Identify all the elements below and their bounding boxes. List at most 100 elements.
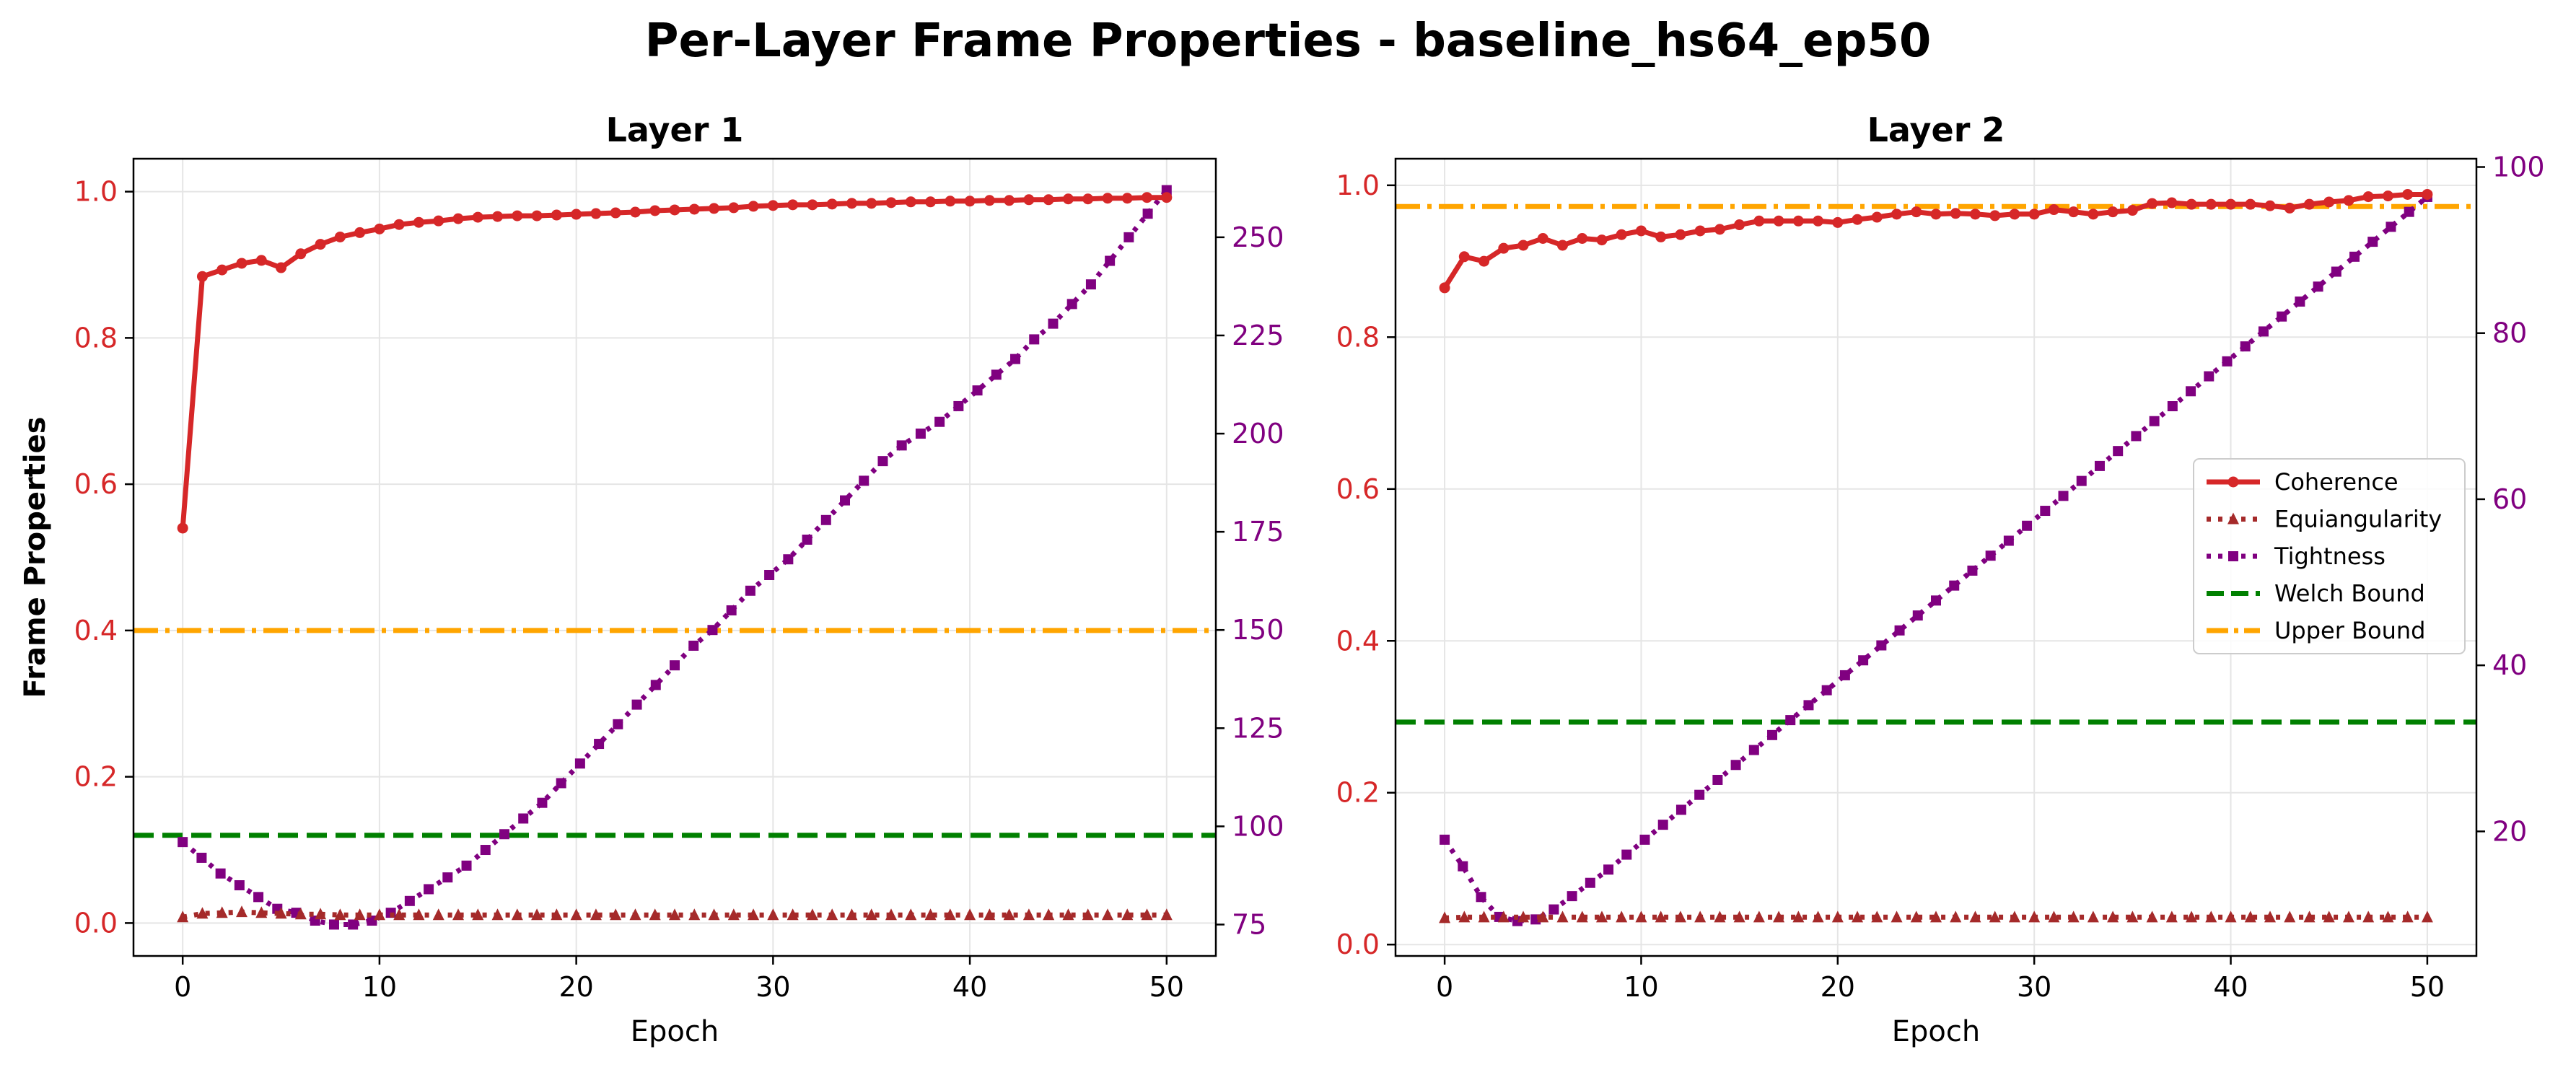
tightness-point [594, 739, 605, 750]
equiangularity-point [1062, 908, 1074, 921]
tightness-point [404, 895, 415, 906]
coherence-point [1930, 209, 1942, 220]
coherence-point [1161, 192, 1173, 203]
tightness-point [1105, 255, 1116, 266]
coherence-point [807, 199, 818, 211]
tightness-point [688, 640, 699, 651]
tightness-point [2131, 431, 2142, 442]
tightness-point [859, 475, 869, 486]
tightness-point [556, 778, 566, 789]
legend-swatch-equiangularity [2207, 512, 2260, 525]
coherence-point [1911, 206, 1922, 218]
y2-tick-label: 80 [2492, 317, 2527, 349]
y2-tick-label: 250 [1232, 221, 1284, 253]
y-tick-label: 0.6 [1336, 473, 1380, 505]
equiangularity-point [1082, 908, 1094, 921]
x-tick-label: 20 [558, 971, 593, 1003]
coherence-point [1813, 215, 1824, 227]
equiangularity-point [2146, 911, 2158, 923]
legend-label-coherence: Coherence [2274, 468, 2398, 496]
coherence-point [2343, 195, 2354, 206]
equiangularity-point [354, 908, 366, 921]
coherence-point [216, 264, 228, 276]
coherence-point [276, 262, 287, 273]
equiangularity-point [1439, 911, 1451, 923]
equiangularity-point [905, 908, 917, 921]
layer-1-panel: 0 10 20 30 40 50 0.0 0.2 0.4 0.6 0.8 1.0 75 100 125 150… [19, 110, 1284, 1048]
tightness-point [574, 758, 585, 769]
equiangularity-point [1694, 911, 1707, 923]
equiangularity-point [2028, 911, 2041, 923]
equiangularity-point [2126, 911, 2139, 923]
tightness-point [2149, 416, 2160, 426]
tightness-series [178, 185, 1172, 930]
coherence-point [2107, 206, 2119, 218]
equiangularity-point [1003, 908, 1015, 921]
equiangularity-point [1595, 911, 1608, 923]
equiangularity-point [2303, 911, 2316, 923]
coherence-point [2402, 188, 2414, 200]
tightness-point [2113, 446, 2124, 457]
tightness-point [1048, 318, 1059, 329]
coherence-point [885, 197, 897, 209]
coherence-point [2147, 198, 2158, 209]
tightness-point [2258, 326, 2269, 337]
coherence-point [1714, 224, 1725, 235]
equiangularity-point [1792, 911, 1805, 923]
equiangularity-point [1714, 911, 1726, 923]
equiangularity-point [393, 908, 406, 921]
equiangularity-point [688, 908, 701, 921]
coherence-point [1121, 193, 1133, 204]
legend-label-welch: Welch Bound [2274, 580, 2425, 607]
equiangularity-point [491, 908, 504, 921]
equiangularity-point [767, 908, 779, 921]
coherence-point [1734, 219, 1745, 231]
equiangularity-point [2323, 911, 2335, 923]
x-tick-label: 40 [2213, 971, 2248, 1003]
equiangularity-point [2401, 911, 2414, 923]
tightness-point [1585, 877, 1595, 888]
tightness-point [1931, 595, 1941, 606]
plot-frame [132, 157, 1217, 957]
coherence-point [826, 198, 838, 210]
equiangularity-point [1537, 911, 1549, 923]
equiangularity-point [1969, 911, 1981, 923]
equiangularity-point [373, 908, 385, 921]
tightness-point [1967, 565, 1978, 576]
y-tick-label: 0.0 [1336, 929, 1380, 960]
x-axis-label: Epoch [1892, 1015, 1980, 1048]
tightness-point [442, 872, 453, 883]
tightness-point [764, 569, 775, 580]
equiangularity-point [1733, 911, 1745, 923]
tightness-point [253, 892, 264, 903]
equiangularity-point [2264, 911, 2277, 923]
coherence-point [983, 195, 995, 206]
x-tick-label: 30 [755, 971, 790, 1003]
tightness-point [1949, 580, 1960, 591]
coherence-point [512, 210, 523, 221]
y-tick-label: 0.2 [74, 761, 118, 793]
coherence-point [1458, 251, 1470, 263]
equiangularity-point [1891, 911, 1903, 923]
y-tick-label: 1.0 [74, 176, 118, 208]
equiangularity-point [432, 908, 444, 921]
coherence-point [2264, 200, 2276, 211]
legend-marker [2227, 512, 2239, 525]
equiangularity-point [1478, 911, 1490, 923]
coherence-point [2028, 209, 2040, 220]
tightness-point [537, 797, 548, 808]
panel-title: Layer 1 [606, 110, 744, 149]
tightness-point [328, 919, 339, 930]
coherence-point [1773, 215, 1784, 227]
equiangularity-point [1141, 908, 1153, 921]
figure-title: Per-Layer Frame Properties - baseline_hs… [645, 14, 1932, 68]
tightness-point [1694, 789, 1705, 800]
panel-title: Layer 2 [1867, 110, 2005, 149]
y-tick-label: 0.8 [74, 322, 118, 354]
equiangularity-point [1773, 911, 1785, 923]
coherence-point [2186, 198, 2197, 210]
tightness-point [2295, 296, 2305, 307]
equiangularity-point [1831, 911, 1844, 923]
tightness-point [1440, 834, 1450, 845]
tightness-point [2240, 341, 2251, 352]
